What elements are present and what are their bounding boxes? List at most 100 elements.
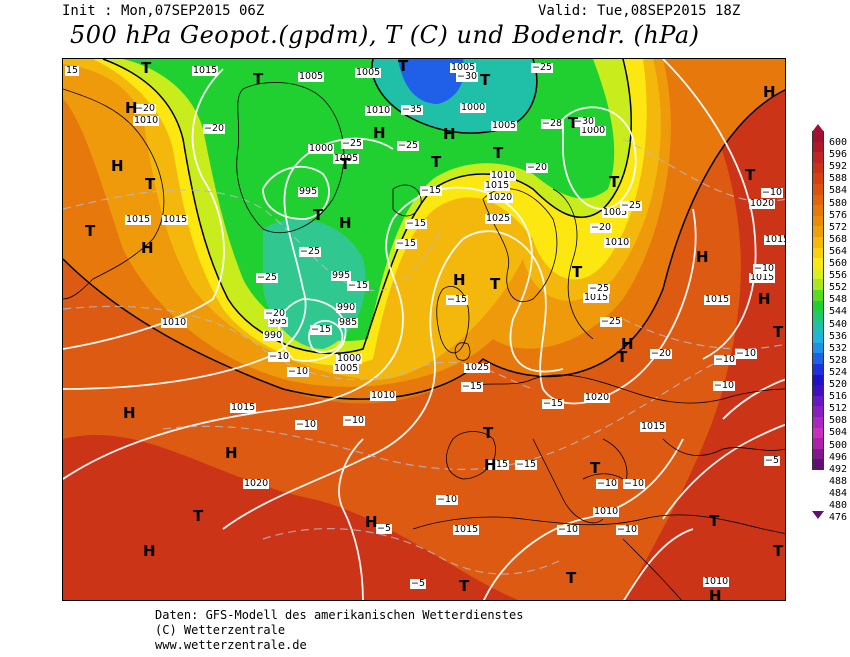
legend-value: 488 bbox=[829, 475, 848, 487]
temperature-label: 15 bbox=[65, 65, 80, 76]
pressure-centre-symbol: T bbox=[340, 155, 351, 173]
legend-value: 568 bbox=[829, 233, 848, 245]
legend-value: 524 bbox=[829, 366, 848, 378]
pressure-centre-symbol: T bbox=[145, 175, 156, 193]
legend-swatch bbox=[812, 342, 824, 354]
isobar-label: 1015 bbox=[162, 214, 189, 225]
temperature-label: −20 bbox=[590, 222, 613, 233]
isobar-label: 1015 bbox=[583, 292, 610, 303]
pressure-centre-symbol: H bbox=[484, 456, 497, 474]
footer-copyright: (C) Wetterzentrale bbox=[155, 623, 286, 637]
legend-swatch bbox=[812, 364, 824, 375]
pressure-centre-symbol: T bbox=[193, 507, 204, 525]
legend-value: 512 bbox=[829, 403, 848, 415]
pressure-centre-symbol: H bbox=[125, 99, 138, 117]
pressure-centre-symbol: T bbox=[709, 512, 720, 530]
valid-time: Valid: Tue,08SEP2015 18Z bbox=[538, 3, 741, 19]
temperature-label: −10 bbox=[735, 348, 758, 359]
pressure-centre-symbol: T bbox=[313, 206, 324, 224]
footer-source: Daten: GFS-Modell des amerikanischen Wet… bbox=[155, 608, 524, 622]
temperature-label: −5 bbox=[376, 523, 393, 534]
temperature-label: −20 bbox=[650, 348, 673, 359]
isotherms bbox=[63, 138, 785, 575]
legend-value: 528 bbox=[829, 354, 848, 366]
legend-swatch bbox=[812, 448, 824, 460]
isobar-label: 1025 bbox=[485, 213, 512, 224]
temperature-label: −25 bbox=[531, 62, 554, 73]
isobar-label: 1015 bbox=[453, 524, 480, 535]
pressure-centre-symbol: T bbox=[568, 114, 579, 132]
isobar-label: 1025 bbox=[464, 362, 491, 373]
isobar-label: 1020 bbox=[487, 192, 514, 203]
legend-swatch bbox=[812, 162, 824, 174]
legend-swatch bbox=[812, 131, 824, 142]
temperature-label: −5 bbox=[410, 578, 427, 589]
isobar-label: 1020 bbox=[243, 478, 270, 489]
pressure-centre-symbol: H bbox=[365, 513, 378, 531]
legend-swatch bbox=[812, 459, 824, 470]
legend-swatch bbox=[812, 438, 824, 449]
init-time: Init : Mon,07SEP2015 06Z bbox=[62, 3, 265, 19]
temperature-label: −10 bbox=[753, 263, 776, 274]
pressure-centre-symbol: T bbox=[398, 58, 409, 75]
temperature-label: −10 bbox=[295, 419, 318, 430]
isobar-label: 1010 bbox=[593, 506, 620, 517]
isobar-label: 1015 bbox=[192, 65, 219, 76]
pressure-centre-symbol: T bbox=[493, 144, 504, 162]
legend-swatch bbox=[812, 215, 824, 227]
geopotential-contours bbox=[63, 59, 785, 400]
temperature-label: −10 bbox=[596, 478, 619, 489]
temperature-label: −25 bbox=[600, 316, 623, 327]
legend-value: 536 bbox=[829, 330, 848, 342]
pressure-centre-symbol: H bbox=[443, 125, 456, 143]
isobar-label: 1010 bbox=[161, 317, 188, 328]
pressure-centre-symbol: H bbox=[225, 444, 238, 462]
pressure-centre-symbol: T bbox=[617, 348, 628, 366]
temperature-label: −10 bbox=[343, 415, 366, 426]
legend-value: 556 bbox=[829, 270, 848, 282]
legend-swatch bbox=[812, 300, 824, 312]
legend-swatch bbox=[812, 173, 824, 184]
legend-value: 580 bbox=[829, 197, 848, 209]
temperature-label: −28 bbox=[541, 118, 564, 129]
isobar-label: 1005 bbox=[491, 120, 518, 131]
pressure-centre-symbol: H bbox=[453, 271, 466, 289]
temperature-label: −25 bbox=[299, 246, 322, 257]
legend-swatch bbox=[812, 247, 824, 259]
temperature-label: −15 bbox=[405, 218, 428, 229]
pressure-centre-symbol: H bbox=[111, 157, 124, 175]
legend-swatch bbox=[812, 406, 824, 418]
pressure-centre-symbol: T bbox=[85, 222, 96, 240]
legend-swatch bbox=[812, 279, 824, 290]
pressure-centre-symbol: T bbox=[566, 569, 577, 587]
pressure-centre-symbol: H bbox=[696, 248, 709, 266]
legend-arrow-up bbox=[812, 124, 824, 132]
isobar-label: 1000 bbox=[460, 102, 487, 113]
coastlines bbox=[63, 82, 785, 600]
pressure-centre-symbol: T bbox=[590, 459, 601, 477]
temperature-label: −15 bbox=[420, 185, 443, 196]
temperature-label: −20 bbox=[264, 308, 287, 319]
isobar-label: 1005 bbox=[450, 62, 477, 73]
legend-swatch bbox=[812, 205, 824, 216]
isobar-label: 1010 bbox=[703, 576, 730, 587]
isobar-label: 1000 bbox=[336, 353, 363, 364]
pressure-centre-symbol: T bbox=[773, 323, 784, 341]
temperature-label: −15 bbox=[347, 280, 370, 291]
isobar-label: 1005 bbox=[298, 71, 325, 82]
pressure-centre-symbol: H bbox=[339, 214, 352, 232]
temperature-label: −20 bbox=[134, 103, 157, 114]
legend-swatch bbox=[812, 194, 824, 206]
legend-swatch bbox=[812, 374, 824, 386]
isobar-label: 1020 bbox=[584, 392, 611, 403]
temperature-label: −10 bbox=[714, 354, 737, 365]
temperature-label: −25 bbox=[341, 138, 364, 149]
isobar-label: 1000 bbox=[580, 125, 607, 136]
temperature-label: −10 bbox=[761, 187, 784, 198]
legend-swatch bbox=[812, 258, 824, 269]
pressure-centre-symbol: H bbox=[143, 542, 156, 560]
temperature-label: −15 bbox=[542, 398, 565, 409]
pressure-centre-symbol: H bbox=[373, 124, 386, 142]
isobar-label: 990 bbox=[263, 330, 284, 341]
isobar-label: 1015 bbox=[125, 214, 152, 225]
